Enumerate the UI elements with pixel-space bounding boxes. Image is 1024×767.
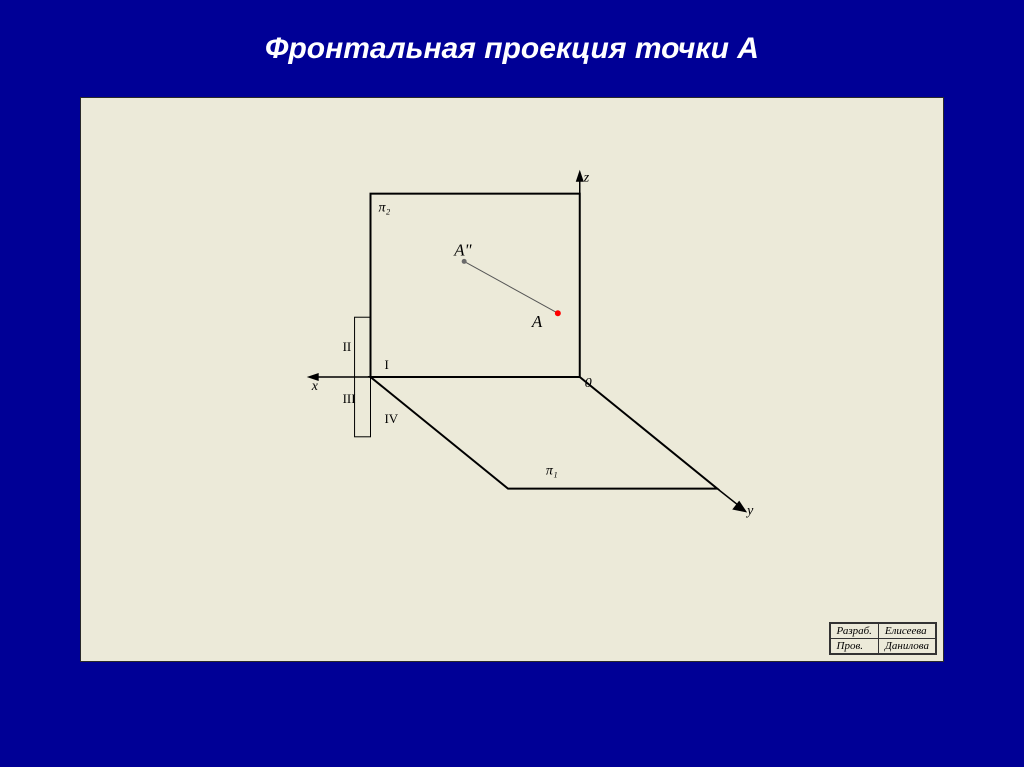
point-a [555,310,561,316]
pi2-label: π₂ [378,201,390,216]
pi1-label: π₁ [546,464,558,479]
origin-label: 0 [585,376,592,391]
titleblock-right: Данилова [878,639,935,654]
quadrant-3: III [343,391,356,406]
vertical-plane [371,194,580,377]
y-label: y [745,504,754,519]
horizontal-plane [371,377,718,489]
a-label: А [531,312,543,331]
projection-diagram: z x y 0 π₂ π₁ А" А I II III IV [81,98,943,661]
titleblock-row: Пров. Данилова [830,639,935,654]
diagram-canvas: z x y 0 π₂ π₁ А" А I II III IV Разраб. Е… [80,97,944,662]
quadrant-4: IV [384,411,398,426]
titleblock-left: Разраб. [830,624,878,639]
point-a-projection [462,259,467,264]
titleblock-row: Разраб. Елисеева [830,624,935,639]
a-proj-label: А" [453,240,472,259]
quadrant-2: II [343,339,352,354]
x-label: x [311,379,319,394]
z-axis-arrow [576,170,584,182]
title-block: Разраб. Елисеева Пров. Данилова [829,622,937,655]
quadrant-1: I [384,357,388,372]
titleblock-left: Пров. [830,639,878,654]
page-title: Фронтальная проекция точки А [0,32,1024,66]
titleblock-right: Елисеева [878,624,935,639]
z-label: z [583,171,590,186]
